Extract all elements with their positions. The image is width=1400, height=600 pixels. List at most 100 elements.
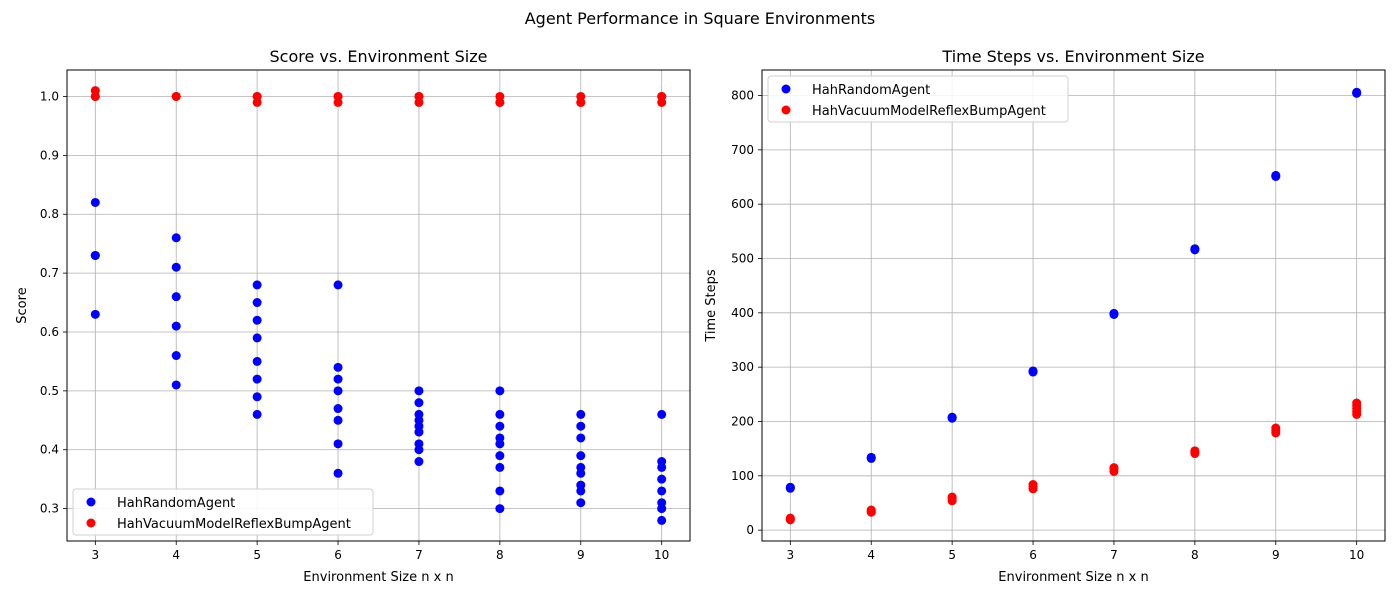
time-legend-box: [767, 75, 1069, 123]
score-legend-box: [72, 488, 374, 536]
score-random-point: [576, 451, 586, 461]
score-x-tick-label: 9: [577, 548, 585, 562]
score-random-point: [576, 468, 586, 478]
score-reflex-point: [414, 97, 424, 107]
time-random-point: [1028, 367, 1038, 377]
score-random-point: [495, 409, 505, 419]
score-y-tick-label: 0.3: [40, 502, 59, 516]
score-random-point: [657, 515, 667, 525]
score-points: [90, 86, 667, 525]
score-legend: HahRandomAgent HahVacuumModelReflexBumpAg…: [72, 488, 374, 536]
time-reflex-point: [1109, 463, 1119, 473]
time-legend: HahRandomAgent HahVacuumModelReflexBumpAg…: [767, 75, 1069, 123]
time-random-point: [866, 453, 876, 463]
score-x-tick-label: 10: [654, 548, 669, 562]
score-random-point: [414, 427, 424, 437]
time-x-tick-label: 8: [1191, 548, 1199, 562]
score-x-tick-label: 8: [496, 548, 504, 562]
score-y-tick-label: 0.9: [40, 148, 59, 162]
score-random-point: [90, 197, 100, 207]
score-random-point: [657, 504, 667, 514]
score-reflex-point: [576, 97, 586, 107]
score-reflex-point: [171, 91, 181, 101]
score-random-point: [333, 362, 343, 372]
time-y-tick-label: 400: [731, 306, 754, 320]
time-legend-random-marker: [781, 84, 791, 94]
score-random-point: [657, 486, 667, 496]
score-random-point: [252, 315, 262, 325]
score-random-point: [171, 380, 181, 390]
score-reflex-point: [252, 97, 262, 107]
score-x-tick-label: 4: [172, 548, 180, 562]
time-chart-title: Time Steps vs. Environment Size: [941, 47, 1204, 66]
score-random-point: [576, 433, 586, 443]
time-y-tick-label: 200: [731, 414, 754, 428]
score-x-tick-label: 6: [334, 548, 342, 562]
time-y-axis-label: Time Steps: [704, 269, 719, 343]
score-random-point: [252, 280, 262, 290]
score-random-point: [252, 409, 262, 419]
score-x-tick-label: 7: [415, 548, 423, 562]
score-axes-frame: [66, 69, 691, 542]
score-reflex-point: [90, 91, 100, 101]
score-x-tick-label: 5: [253, 548, 261, 562]
score-random-point: [495, 386, 505, 396]
score-random-point: [414, 398, 424, 408]
score-random-point: [333, 468, 343, 478]
score-random-point: [495, 451, 505, 461]
score-random-point: [576, 498, 586, 508]
time-random-point: [947, 412, 957, 422]
score-random-point: [495, 486, 505, 496]
time-y-tick-label: 300: [731, 360, 754, 374]
score-random-point: [171, 351, 181, 361]
score-reflex-point: [657, 97, 667, 107]
time-reflex-point: [1190, 446, 1200, 456]
score-y-tick-label: 1.0: [40, 89, 59, 103]
time-legend-random-label: HahRandomAgent: [812, 83, 930, 98]
time-random-point: [785, 483, 795, 493]
score-random-point: [333, 439, 343, 449]
time-y-tick-label: 0: [746, 523, 754, 537]
time-y-tick-label: 100: [731, 469, 754, 483]
score-random-point: [657, 462, 667, 472]
figure-title: Agent Performance in Square Environments: [524, 9, 876, 28]
time-y-tick-label: 700: [731, 143, 754, 157]
score-y-tick-label: 0.5: [40, 384, 59, 398]
time-reflex-point: [866, 506, 876, 516]
score-random-point: [171, 321, 181, 331]
score-random-point: [333, 404, 343, 414]
time-y-tick-label: 500: [731, 252, 754, 266]
time-reflex-point: [785, 514, 795, 524]
time-random-point: [1190, 245, 1200, 255]
score-random-point: [414, 457, 424, 467]
time-legend-reflex-label: HahVacuumModelReflexBumpAgent: [812, 104, 1046, 119]
score-y-axis-label: Score: [15, 287, 30, 323]
score-random-point: [90, 309, 100, 319]
score-reflex-point: [333, 97, 343, 107]
time-x-tick-label: 5: [948, 548, 956, 562]
time-x-tick-label: 4: [867, 548, 875, 562]
score-random-point: [414, 386, 424, 396]
score-subplot: 3 4 5 6 7 8 9 10 0.3 0.4 0.5 0.6 0.7 0.8 0.9 1.0 Score v…: [15, 47, 691, 585]
score-random-point: [495, 462, 505, 472]
time-x-tick-label: 10: [1349, 548, 1364, 562]
time-x-tick-label: 6: [1029, 548, 1037, 562]
time-random-point: [1271, 171, 1281, 181]
time-y-tick-label: 800: [731, 89, 754, 103]
score-legend-reflex-marker: [86, 518, 96, 528]
score-random-point: [333, 374, 343, 384]
score-random-point: [90, 250, 100, 260]
score-x-axis-label: Environment Size n x n: [303, 570, 453, 585]
score-reflex-point: [495, 97, 505, 107]
time-x-axis-label: Environment Size n x n: [998, 570, 1148, 585]
time-random-point: [1109, 308, 1119, 318]
score-random-point: [576, 409, 586, 419]
score-random-point: [495, 504, 505, 514]
score-x-tick-label: 3: [91, 548, 99, 562]
score-random-point: [252, 333, 262, 343]
score-random-point: [171, 262, 181, 272]
score-random-point: [576, 486, 586, 496]
score-y-tick-label: 0.7: [40, 266, 59, 280]
time-reflex-point: [1352, 398, 1362, 408]
